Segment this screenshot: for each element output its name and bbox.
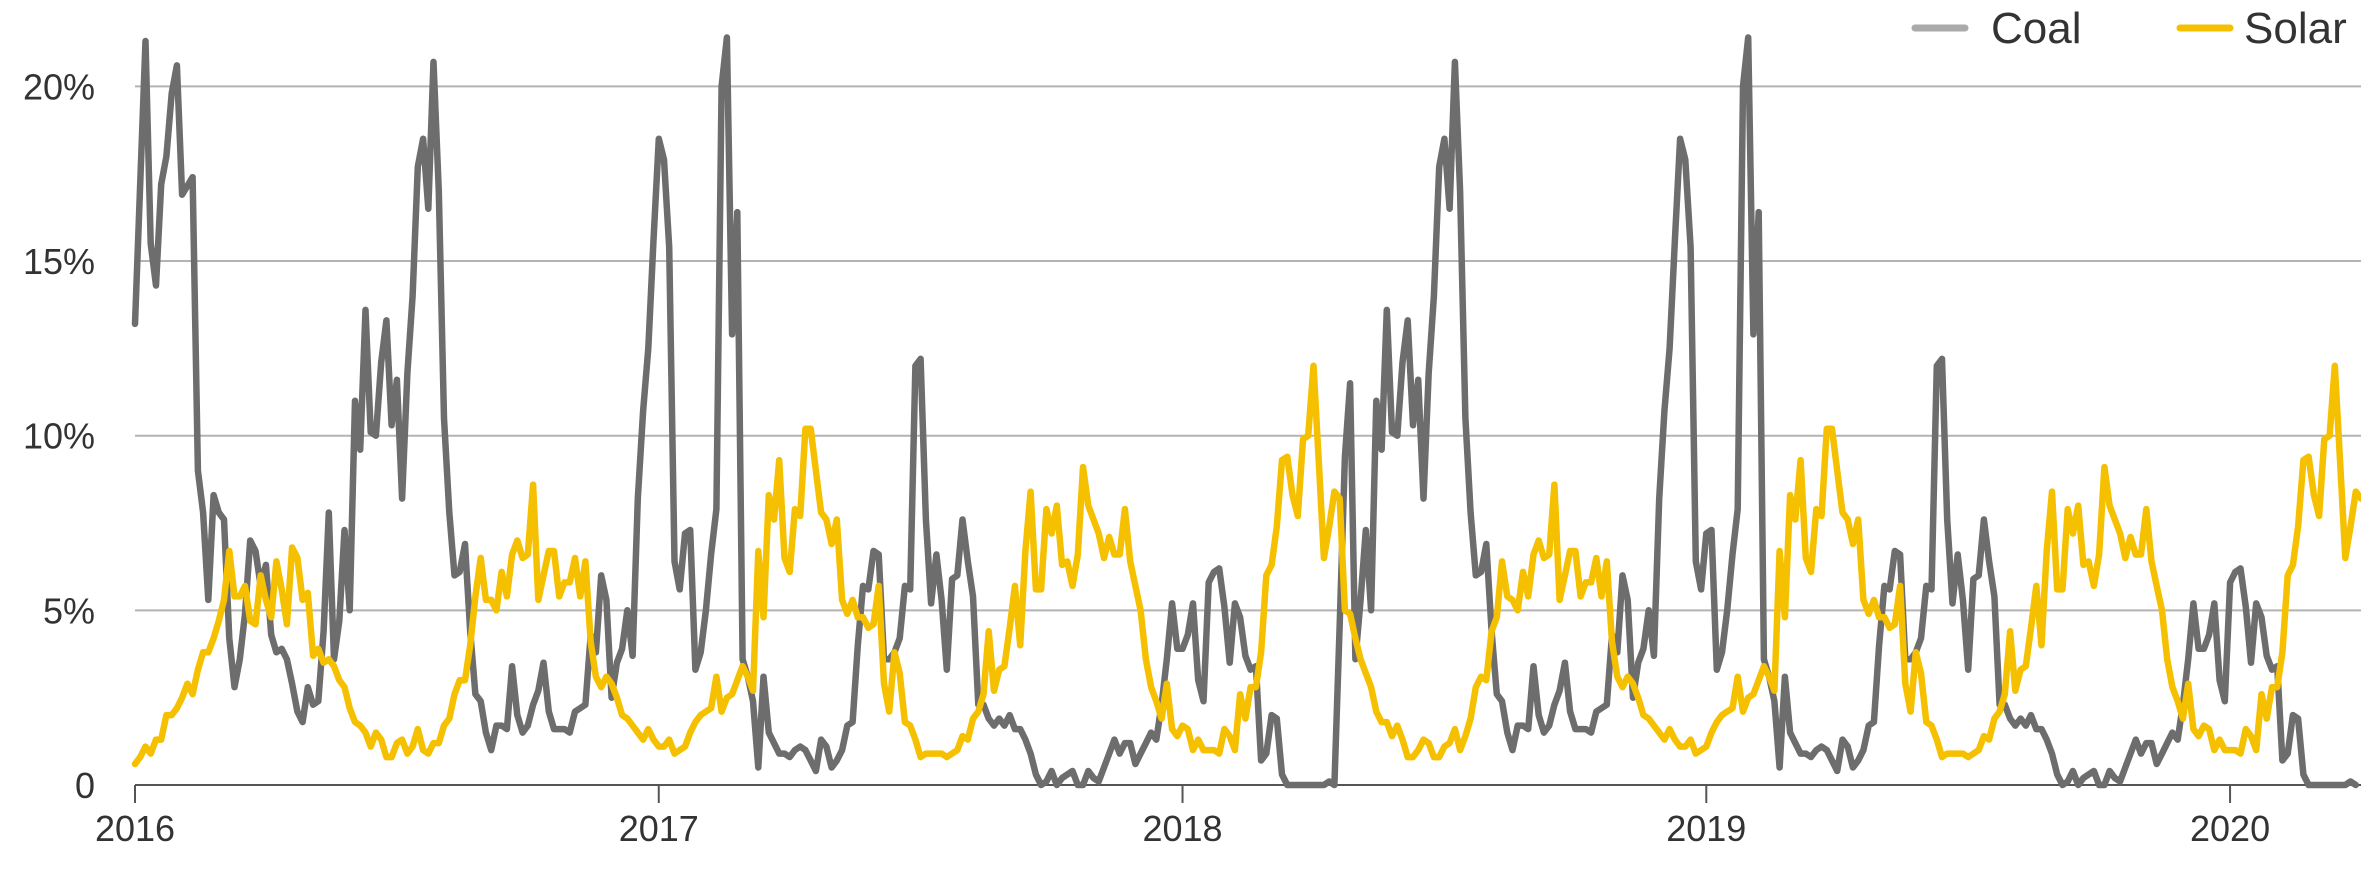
x-tick-label: 2016	[95, 808, 175, 849]
series-lines	[131, 34, 2361, 789]
gridlines	[135, 85, 2361, 612]
legend-label-solar: Solar	[2244, 4, 2347, 53]
y-tick-label: 0	[75, 765, 95, 806]
y-tick-label: 10%	[23, 416, 95, 457]
y-tick-label: 20%	[23, 66, 95, 107]
x-axis: 2016 2017 2018 2019 2020	[95, 784, 2361, 849]
y-tick-label: 5%	[43, 590, 95, 631]
y-tick-label: 15%	[23, 241, 95, 282]
legend-label-coal: Coal	[1991, 4, 2082, 53]
y-axis-ticks: 0 5% 10% 15% 20%	[23, 66, 95, 806]
x-tick-label: 2019	[1666, 808, 1746, 849]
legend: Coal Solar	[1911, 4, 2347, 53]
legend-item-coal[interactable]: Coal	[1911, 4, 2082, 53]
legend-item-solar[interactable]: Solar	[2176, 4, 2347, 53]
series-line-coal	[131, 34, 2360, 789]
x-tick-label: 2018	[1142, 808, 1222, 849]
series-line-solar	[131, 362, 2361, 768]
x-tick-label: 2020	[2190, 808, 2270, 849]
x-tick-label: 2017	[619, 808, 699, 849]
